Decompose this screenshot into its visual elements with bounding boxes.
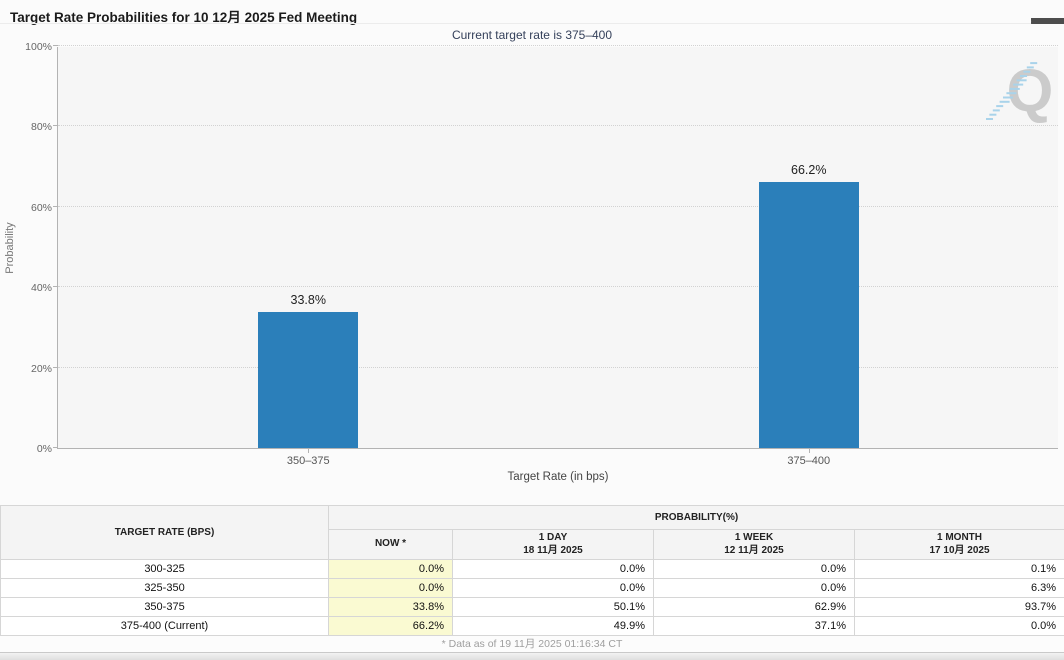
- probability-table: TARGET RATE (BPS) PROBABILITY(%) NOW * 1 …: [0, 505, 1064, 636]
- gridline: [58, 45, 1058, 46]
- y-tick-label: 80%: [30, 121, 52, 134]
- x-axis-title: Target Rate (in bps): [507, 471, 609, 483]
- hamburger-bar: [1031, 21, 1064, 24]
- chart-section: Target Rate Probabilities for 10 12月 202…: [0, 9, 1064, 483]
- column-header-now: NOW *: [328, 529, 453, 560]
- probability-value-cell: 93.7%: [853, 597, 1064, 617]
- column-header-target-rate: TARGET RATE (BPS): [0, 505, 329, 560]
- bottom-strip: [0, 653, 1064, 660]
- column-header-1-month: 1 MONTH 17 10月 2025: [853, 529, 1064, 560]
- page-title: Target Rate Probabilities for 10 12月 202…: [10, 10, 358, 25]
- probability-bar[interactable]: [258, 312, 359, 448]
- hamburger-menu-icon[interactable]: [1031, 9, 1064, 24]
- column-header-1-day: 1 DAY 18 11月 2025: [452, 529, 654, 560]
- bar-value-label: 33.8%: [290, 293, 326, 308]
- table-row: 300-325 0.0% 0.0% 0.0% 0.1%: [0, 559, 1064, 579]
- plot-area: 0% 20% 40% 60% 80% 100% 33.8% 350–375 66.2% 375–4…: [25, 41, 1058, 483]
- y-tick-label: 40%: [30, 282, 52, 295]
- y-tick-mark: [53, 45, 58, 46]
- probability-value-cell: 0.0%: [452, 578, 654, 598]
- target-rate-cell: 325-350: [0, 578, 329, 598]
- x-tick-mark: [808, 448, 810, 453]
- quikstrike-q-watermark-icon: Q: [986, 57, 1053, 124]
- y-tick-label: 0%: [36, 443, 52, 455]
- y-tick-mark: [53, 447, 58, 448]
- table-row: 350-375 33.8% 50.1% 62.9% 93.7%: [0, 597, 1064, 617]
- target-rate-cell: 375-400 (Current): [0, 616, 329, 636]
- probability-value-cell: 0.0%: [328, 578, 453, 598]
- column-group-header-probability: PROBABILITY(%): [327, 505, 1064, 530]
- probability-value-cell: 0.0%: [853, 616, 1064, 636]
- bar-value-label: 66.2%: [791, 162, 827, 177]
- probability-value-cell: 0.0%: [452, 559, 654, 579]
- title-divider: [0, 23, 1064, 24]
- target-rate-cell: 300-325: [0, 559, 329, 579]
- probability-value-cell: 37.1%: [653, 616, 855, 636]
- probability-value-cell: 0.1%: [853, 559, 1064, 579]
- table-group-header-row: TARGET RATE (BPS) PROBABILITY(%): [0, 505, 1064, 560]
- probability-value-cell: 0.0%: [328, 559, 453, 579]
- y-tick-mark: [53, 366, 58, 368]
- probability-value-cell: 66.2%: [328, 616, 453, 636]
- column-header-1-week: 1 WEEK 12 11月 2025: [653, 529, 855, 560]
- x-tick-label: 375–400: [787, 455, 831, 467]
- hamburger-bar: [1031, 18, 1064, 21]
- gridline: [58, 366, 1058, 368]
- table-row: 325-350 0.0% 0.0% 0.0% 6.3%: [0, 578, 1064, 598]
- y-tick-mark: [53, 286, 58, 288]
- table-body: 300-325 0.0% 0.0% 0.0% 0.1% 325-350 0.0% 0.0% 0.…: [0, 559, 1064, 636]
- probability-value-cell: 33.8%: [328, 597, 453, 617]
- probability-value-cell: 49.9%: [452, 616, 654, 636]
- x-tick-mark: [308, 448, 310, 453]
- probability-value-cell: 0.0%: [653, 559, 855, 579]
- probability-value-cell: 50.1%: [452, 597, 654, 617]
- y-tick-label: 60%: [30, 201, 52, 214]
- probability-value-cell: 0.0%: [653, 578, 855, 598]
- x-tick-label: 350–375: [286, 455, 330, 467]
- y-tick-label: 100%: [25, 41, 52, 53]
- gridline: [58, 286, 1058, 288]
- chart-subtitle: Current target rate is 375–400: [451, 28, 613, 42]
- gridline: [58, 125, 1058, 127]
- target-rate-cell: 350-375: [0, 597, 329, 617]
- table-subheader-row: NOW * 1 DAY 18 11月 2025 1 WEEK 12 11月 2025 1 …: [1, 529, 1064, 560]
- probability-value-cell: 6.3%: [853, 578, 1064, 598]
- probability-value-cell: 62.9%: [653, 597, 855, 617]
- y-tick-mark: [53, 205, 58, 207]
- gridline: [58, 205, 1058, 207]
- y-tick-label: 20%: [30, 362, 52, 375]
- data-as-of-note: * Data as of 19 11月 2025 01:16:34 CT: [0, 636, 1064, 653]
- probability-bar[interactable]: [758, 181, 859, 448]
- y-axis-title: Probability: [4, 222, 16, 274]
- table-row: 375-400 (Current) 66.2% 49.9% 37.1% 0.0%: [0, 616, 1064, 636]
- y-tick-mark: [53, 125, 58, 127]
